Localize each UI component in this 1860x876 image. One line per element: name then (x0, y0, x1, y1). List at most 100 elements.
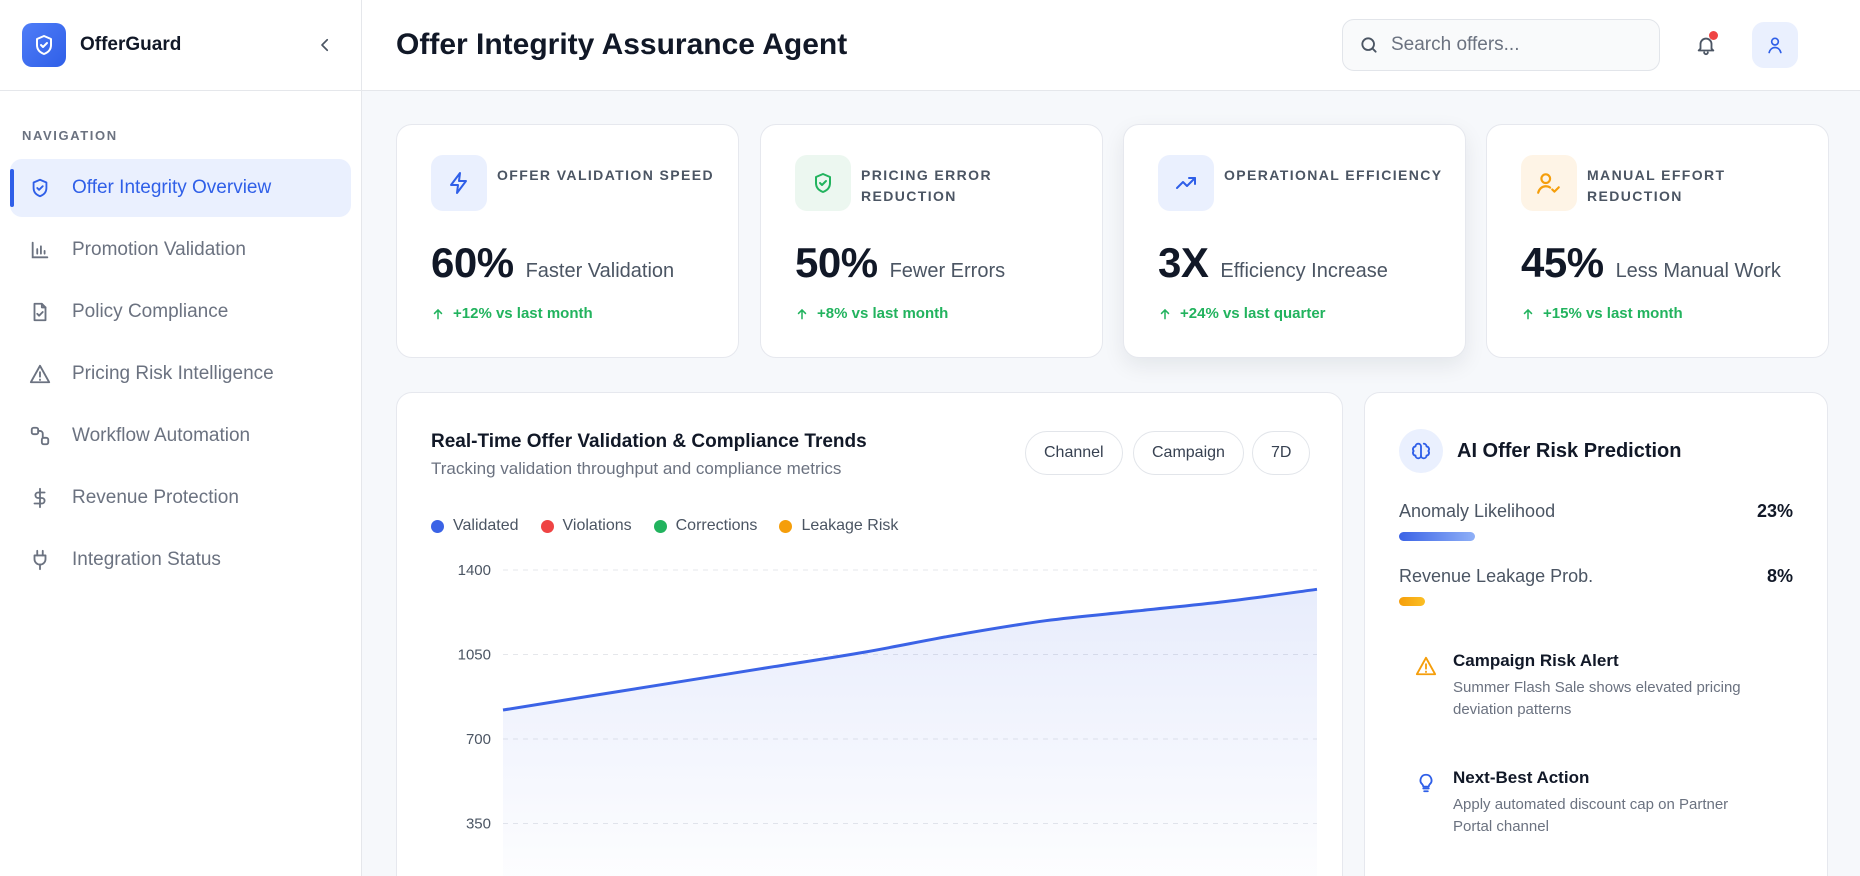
progress-track (1399, 532, 1793, 541)
progress-fill (1399, 597, 1425, 606)
kpi-delta: +15% vs last month (1521, 305, 1828, 322)
user-icon (1768, 37, 1782, 54)
legend-dot (431, 519, 444, 533)
kpi-value: 60% (431, 239, 514, 286)
insight-campaign-risk-alert[interactable]: Campaign Risk Alert Summer Flash Sale sh… (1413, 651, 1793, 721)
kpi-delta: +8% vs last month (795, 305, 1102, 322)
kpi-description: Fewer Errors (889, 260, 1006, 282)
series-line-validated[interactable] (502, 587, 1318, 712)
metric-anomaly-likelihood: Anomaly Likelihood 23% (1399, 501, 1793, 541)
page-title: Offer Integrity Assurance Agent (396, 28, 848, 61)
kpi-label: PRICING ERROR REDUCTION (861, 167, 992, 204)
kpi-description: Faster Validation (525, 260, 675, 282)
nav-heading: NAVIGATION (22, 128, 118, 143)
risk-card-title: AI Offer Risk Prediction (1457, 439, 1682, 462)
y-tick-label: 350 (466, 816, 491, 833)
kpi-delta-text: +15% vs last month (1543, 305, 1683, 322)
legend-label: Leakage Risk (801, 517, 899, 534)
legend-label: Validated (453, 517, 519, 534)
legend-label: Corrections (675, 517, 758, 534)
y-tick-label: 700 (466, 731, 491, 748)
y-tick-label: 1050 (458, 647, 491, 664)
sidebar-item-integration-status[interactable]: Integration Status (10, 531, 351, 589)
brand: OfferGuard (0, 0, 361, 91)
risk-prediction-card: AI Offer Risk Prediction Anomaly Likelih… (1364, 392, 1828, 876)
kpi-value: 50% (795, 239, 878, 286)
metric-revenue-leakage: Revenue Leakage Prob. 8% (1399, 566, 1793, 606)
legend-item-corrections[interactable]: Corrections (653, 517, 758, 535)
kpi-delta: +12% vs last month (431, 305, 738, 322)
progress-track (1399, 597, 1793, 606)
kpi-description: Efficiency Increase (1220, 260, 1388, 282)
sidebar-item-promotion-validation[interactable]: Promotion Validation (10, 221, 351, 279)
sidebar-item-workflow-automation[interactable]: Workflow Automation (10, 407, 351, 465)
warning-triangle-icon (1413, 653, 1439, 679)
legend-item-validated[interactable]: Validated (431, 517, 519, 535)
kpi-delta-text: +24% vs last quarter (1180, 305, 1326, 322)
trend-chart: 140010507003500 (458, 562, 1318, 876)
workflow-icon (28, 424, 52, 448)
sidebar-item-label: Policy Compliance (72, 301, 229, 322)
lightning-icon (431, 155, 487, 211)
top-header: Offer Integrity Assurance Agent (362, 0, 1860, 91)
progress-fill (1399, 532, 1475, 541)
chevron-left-icon (321, 38, 329, 52)
chart-title: Real-Time Offer Validation & Compliance … (431, 431, 867, 452)
sidebar-item-label: Workflow Automation (72, 425, 251, 446)
kpi-card-manual-effort: MANUAL EFFORT REDUCTION 45% Less Manual … (1486, 124, 1829, 358)
legend-item-violations[interactable]: Violations (540, 517, 632, 535)
kpi-label: OPERATIONAL EFFICIENCY (1224, 167, 1443, 183)
user-check-icon (1521, 155, 1577, 211)
notifications-button[interactable] (1690, 29, 1722, 61)
arrow-up-icon (1523, 308, 1533, 319)
kpi-delta-text: +12% vs last month (453, 305, 593, 322)
collapse-sidebar-button[interactable] (311, 31, 339, 59)
kpi-delta-text: +8% vs last month (817, 305, 949, 322)
filter-campaign-button[interactable]: Campaign (1133, 431, 1244, 475)
search-input[interactable] (1391, 34, 1631, 56)
legend-dot (779, 519, 793, 533)
filter-channel-button[interactable]: Channel (1025, 431, 1123, 475)
kpi-card-pricing-error: PRICING ERROR REDUCTION 50% Fewer Errors… (760, 124, 1103, 358)
insight-title: Campaign Risk Alert (1453, 651, 1619, 670)
chart-legend: Validated Violations Corrections Leakage… (431, 517, 920, 535)
dollar-icon (28, 486, 52, 510)
sidebar-item-label: Pricing Risk Intelligence (72, 363, 274, 384)
sidebar-item-offer-integrity-overview[interactable]: Offer Integrity Overview (10, 159, 351, 217)
bar-chart-icon (28, 238, 52, 262)
trending-up-icon (1158, 155, 1214, 211)
shield-check-icon (795, 155, 851, 211)
kpi-card-validation-speed: OFFER VALIDATION SPEED 60% Faster Valida… (396, 124, 739, 358)
sidebar-item-pricing-risk-intelligence[interactable]: Pricing Risk Intelligence (10, 345, 351, 403)
sidebar-item-policy-compliance[interactable]: Policy Compliance (10, 283, 351, 341)
legend-item-leakage-risk[interactable]: Leakage Risk (779, 517, 898, 535)
plug-icon (28, 548, 52, 572)
series-area-validated (503, 589, 1317, 876)
filter-7d-button[interactable]: 7D (1252, 431, 1311, 475)
kpi-label: OFFER VALIDATION SPEED (497, 167, 714, 183)
metric-label: Revenue Leakage Prob. (1399, 566, 1594, 586)
notification-badge (1709, 31, 1718, 40)
insight-next-best-action[interactable]: Next-Best Action Apply automated discoun… (1413, 768, 1793, 838)
shield-check-icon (28, 176, 52, 200)
sidebar-item-label: Revenue Protection (72, 487, 239, 508)
insight-title: Next-Best Action (1453, 768, 1590, 787)
validation-trends-card: Real-Time Offer Validation & Compliance … (396, 392, 1343, 876)
kpi-value: 45% (1521, 239, 1604, 286)
insight-text: Summer Flash Sale shows elevated pricing… (1453, 679, 1741, 718)
legend-dot (653, 519, 667, 533)
shield-logo-icon (22, 23, 66, 67)
avatar[interactable] (1752, 22, 1798, 68)
sidebar-item-revenue-protection[interactable]: Revenue Protection (10, 469, 351, 527)
search-box[interactable] (1342, 19, 1660, 71)
metric-label: Anomaly Likelihood (1399, 501, 1556, 521)
arrow-up-icon (433, 308, 443, 319)
search-icon (1361, 37, 1377, 53)
file-check-icon (28, 300, 52, 324)
sidebar-item-label: Promotion Validation (72, 239, 246, 260)
brand-name: OfferGuard (80, 34, 182, 55)
sidebar-item-label: Integration Status (72, 549, 221, 570)
kpi-label: MANUAL EFFORT REDUCTION (1587, 167, 1726, 204)
kpi-value: 3X (1158, 239, 1209, 286)
warning-triangle-icon (28, 362, 52, 386)
